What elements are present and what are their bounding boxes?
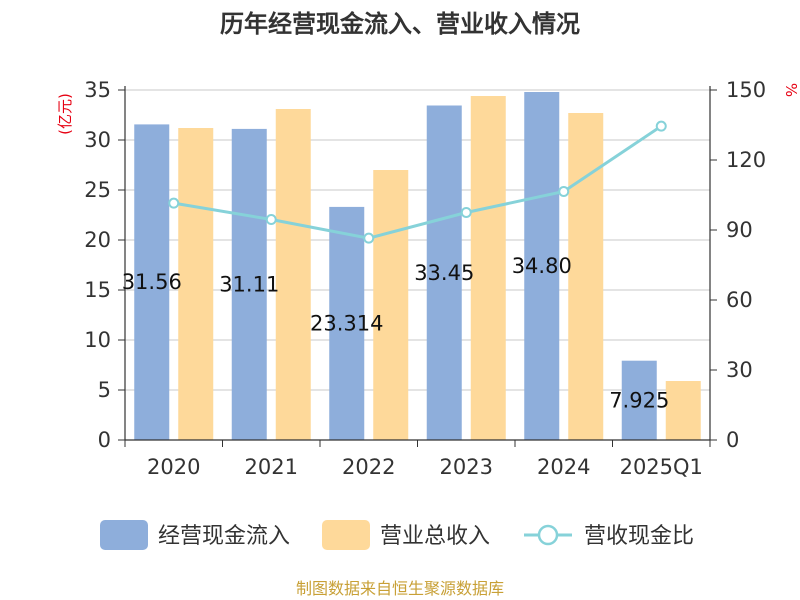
legend: 经营现金流入 营业总收入 营收现金比 (100, 520, 694, 550)
data-label: 31.56 (122, 270, 182, 294)
y-tick-label-right: 150 (726, 78, 766, 102)
bar-revenue (470, 96, 506, 440)
ratio-point (460, 207, 472, 218)
legend-swatch (100, 520, 148, 550)
bar-revenue (373, 170, 409, 440)
bar-revenue (568, 113, 604, 440)
bar-cash-inflow (134, 124, 170, 441)
y-axis-label-left: (亿元) (56, 93, 74, 135)
ratio-point (558, 186, 570, 197)
bar-revenue (178, 128, 214, 440)
x-tick-label: 2023 (440, 455, 493, 479)
bars (134, 92, 701, 441)
ratio-point (168, 197, 180, 209)
bar-cash-inflow (621, 360, 657, 440)
x-tick-label: 2024 (537, 455, 590, 479)
ratio-line (168, 120, 667, 244)
y-tick-label-right: 90 (726, 218, 753, 242)
bar-revenue (665, 381, 701, 440)
source-note: 制图数据来自恒生聚源数据库 (296, 579, 504, 598)
ratio-point (655, 120, 667, 132)
y-tick-label-left: 5 (98, 378, 111, 402)
ratio-point (363, 232, 375, 244)
bar-cash-inflow (426, 105, 462, 440)
y-tick-label-left: 35 (84, 78, 111, 102)
bar-cash-inflow (329, 206, 365, 440)
data-labels: 31.56 31.11 23.314 33.45 34.80 7.925 (122, 254, 670, 412)
legend-swatch (322, 520, 370, 550)
bar-revenue (275, 109, 311, 440)
data-label: 34.80 (512, 254, 572, 278)
y-tick-label-right: 60 (726, 288, 753, 312)
bar-cash-inflow (524, 92, 560, 440)
bar-cash-inflow (231, 128, 267, 440)
legend-label: 营收现金比 (584, 524, 694, 549)
y-tick-label-right: 0 (726, 428, 739, 452)
y-tick-label-left: 15 (84, 278, 111, 302)
y-tick-label-left: 25 (84, 178, 111, 202)
y-tick-label-left: 20 (84, 228, 111, 252)
data-label: 31.11 (219, 272, 279, 296)
y-tick-label-right: 30 (726, 358, 753, 382)
ratio-line-path (173, 124, 663, 240)
data-label: 33.45 (414, 261, 474, 285)
chart-title: 历年经营现金流入、营业收入情况 (220, 10, 580, 38)
data-label: 7.925 (609, 388, 669, 412)
data-label: 23.314 (310, 311, 383, 335)
ratio-point (265, 214, 277, 225)
y-tick-label-right: 120 (726, 148, 766, 172)
gridlines (125, 89, 710, 391)
legend-swatch-marker (537, 524, 559, 546)
y-tick-label-left: 0 (98, 428, 111, 452)
legend-label: 经营现金流入 (158, 524, 290, 549)
x-tick-label: 2022 (342, 455, 395, 479)
axes: 0 5 10 15 20 25 30 35 0 30 60 90 120 150 2020 2021 2022 2… (84, 78, 766, 479)
x-tick-label: 2020 (147, 455, 200, 479)
y-tick-label-left: 10 (84, 328, 111, 352)
legend-label: 营业总收入 (380, 524, 490, 549)
x-tick-label: 2021 (245, 455, 298, 479)
y-axis-label-right: % (782, 83, 800, 97)
x-tick-label: 2025Q1 (620, 455, 703, 479)
y-tick-label-left: 30 (84, 128, 111, 152)
